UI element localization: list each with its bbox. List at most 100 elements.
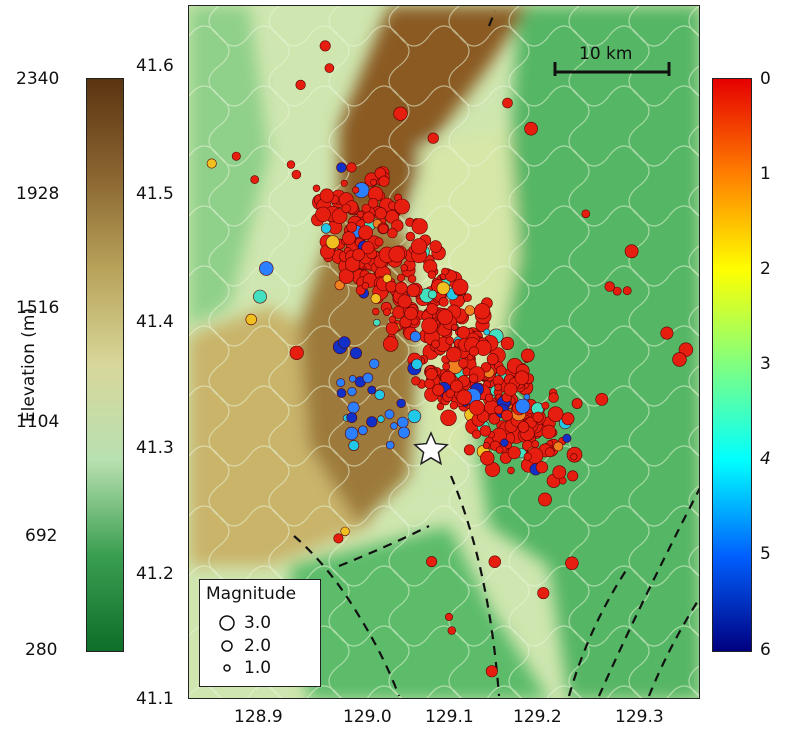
earthquake-event xyxy=(450,379,463,393)
earthquake-event xyxy=(397,294,412,309)
earthquake-event xyxy=(495,446,504,454)
elevation-tick-1516: 1516 xyxy=(16,298,60,318)
earthquake-event xyxy=(672,352,687,367)
earthquake-event xyxy=(395,281,408,295)
earthquake-event xyxy=(384,409,395,420)
earthquake-event xyxy=(561,412,575,426)
elevation-tick-692: 692 xyxy=(25,526,58,546)
earthquake-event xyxy=(286,160,296,169)
earthquake-event xyxy=(622,286,632,296)
earthquake-event xyxy=(535,461,549,474)
earthquake-event xyxy=(407,409,422,424)
earthquake-event xyxy=(436,402,445,411)
depth-tick-6: 6 xyxy=(760,640,771,660)
depth-colorbar xyxy=(712,78,752,652)
earthquake-event xyxy=(532,411,544,423)
earthquake-event xyxy=(595,392,609,406)
latitude-tick-41-6: 41.6 xyxy=(136,56,174,76)
earthquake-event xyxy=(425,368,438,381)
earthquake-event xyxy=(320,223,332,234)
earthquake-event xyxy=(485,393,494,403)
earthquake-event xyxy=(480,362,492,373)
earthquake-event xyxy=(427,270,437,279)
longitude-tick-128-9: 128.9 xyxy=(234,707,283,727)
scale-bar-label: 10 km xyxy=(579,44,633,64)
earthquake-event xyxy=(406,283,421,297)
earthquake-event xyxy=(437,309,454,325)
earthquake-event xyxy=(424,378,435,389)
latitude-tick-41-4: 41.4 xyxy=(136,312,174,332)
earthquake-event xyxy=(388,245,406,263)
legend-circle-3 xyxy=(219,615,235,631)
earthquake-event xyxy=(397,273,406,282)
earthquake-event xyxy=(463,444,475,456)
earthquake-event xyxy=(345,256,361,272)
earthquake-event xyxy=(289,345,304,360)
earthquake-event xyxy=(514,370,530,385)
elevation-tick-1104: 1104 xyxy=(16,412,60,432)
earthquake-event xyxy=(544,447,555,458)
fault-line-north xyxy=(487,10,497,27)
earthquake-event xyxy=(445,336,454,345)
earthquake-event xyxy=(385,440,395,450)
earthquake-event xyxy=(405,231,416,242)
earthquake-event xyxy=(404,306,418,321)
earthquake-event xyxy=(291,169,302,180)
legend-circle-1 xyxy=(223,664,231,672)
earthquake-event xyxy=(421,317,438,334)
earthquake-event xyxy=(231,151,241,161)
earthquake-event xyxy=(507,446,521,460)
earthquake-event xyxy=(426,303,439,315)
earthquake-event xyxy=(471,429,482,439)
earthquake-event xyxy=(440,409,457,426)
earthquake-event xyxy=(346,412,358,423)
legend-label-2: 2.0 xyxy=(244,636,272,656)
earthquake-event xyxy=(348,375,357,383)
earthquake-event xyxy=(390,422,398,430)
earthquake-event xyxy=(500,336,515,351)
earthquake-event xyxy=(347,387,357,397)
earthquake-event xyxy=(369,358,380,369)
earthquake-event xyxy=(507,466,515,475)
fault-line-southeast-a xyxy=(567,565,630,697)
earthquake-event xyxy=(488,412,501,425)
earthquake-event xyxy=(358,225,373,240)
earthquake-event xyxy=(429,240,442,253)
depth-tick-3: 3 xyxy=(760,354,771,374)
earthquake-event xyxy=(432,383,445,397)
earthquake-event xyxy=(325,235,340,250)
earthquake-event xyxy=(350,347,363,360)
earthquake-event xyxy=(378,223,389,234)
earthquake-event xyxy=(438,296,449,307)
earthquake-event xyxy=(400,264,408,272)
earthquake-event xyxy=(581,209,591,219)
earthquake-event xyxy=(206,158,217,169)
earthquake-event xyxy=(483,328,491,336)
earthquake-event xyxy=(541,401,550,410)
earthquake-event xyxy=(344,426,359,441)
depth-tick-4: 4 xyxy=(760,449,771,469)
depth-tick-5: 5 xyxy=(760,544,771,564)
earthquake-event xyxy=(367,385,377,395)
earthquake-event xyxy=(245,313,257,326)
elevation-tick-1928: 1928 xyxy=(16,184,60,204)
earthquake-event xyxy=(372,307,380,316)
earthquake-event xyxy=(378,175,390,187)
earthquake-event xyxy=(571,398,583,409)
earthquake-event xyxy=(488,555,501,568)
earthquake-event xyxy=(394,198,410,215)
earthquake-event xyxy=(570,453,578,461)
earthquake-event xyxy=(336,378,346,388)
earthquake-event xyxy=(515,398,531,414)
fault-line-south xyxy=(449,475,501,697)
legend-symbols xyxy=(219,615,235,672)
earthquake-event xyxy=(479,425,492,437)
earthquake-event xyxy=(449,401,459,410)
earthquake-event xyxy=(441,267,449,276)
mainshock-star xyxy=(413,431,449,466)
earthquake-event xyxy=(374,389,385,400)
earthquake-event xyxy=(397,416,409,429)
earthquake-event xyxy=(398,426,410,439)
earthquake-event xyxy=(458,358,469,369)
legend-circle-2 xyxy=(221,640,233,652)
